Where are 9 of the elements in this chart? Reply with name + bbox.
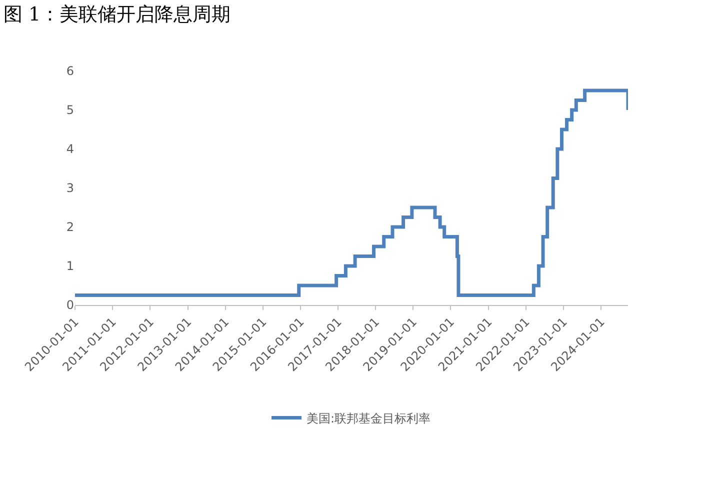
y-tick-label: 6 — [66, 64, 74, 78]
y-tick-label: 0 — [66, 298, 74, 312]
chart-title: 图 1：美联储开启降息周期 — [4, 4, 231, 26]
y-tick-label: 3 — [66, 181, 74, 196]
y-tick-label: 2 — [66, 220, 74, 234]
legend-label: 美国:联邦基金目标利率 — [306, 411, 431, 426]
y-tick-label: 1 — [66, 259, 74, 274]
y-tick-label: 4 — [66, 142, 74, 156]
y-tick-label: 5 — [66, 103, 74, 118]
